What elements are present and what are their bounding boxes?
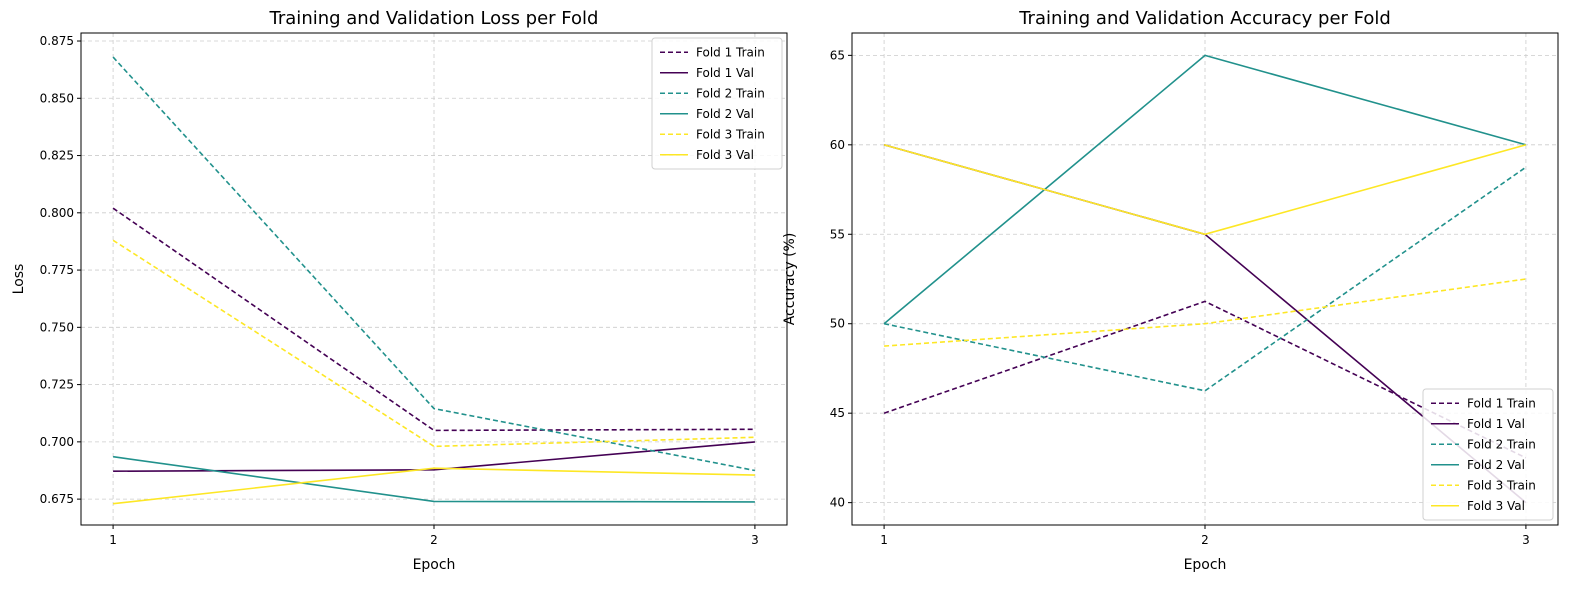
loss-series-fold-2-val-line — [112, 455, 755, 503]
loss-ytick-label: 0.700 — [40, 435, 74, 449]
loss-ytick-label: 0.675 — [40, 492, 74, 506]
loss-chart: Training and Validation Loss per Fold Ep… — [11, 8, 788, 573]
loss-ytick-label: 0.850 — [40, 91, 74, 105]
accuracy-ytick-label: 55 — [830, 227, 845, 241]
loss-legend-label: Fold 2 Val — [696, 107, 754, 121]
loss-ytick-label: 0.875 — [40, 34, 74, 48]
loss-ytick-label: 0.800 — [40, 206, 74, 220]
loss-legend-box — [651, 37, 783, 170]
accuracy-series-fold-3-val-line — [883, 144, 1527, 236]
accuracy-series-fold-1-train-line — [883, 300, 1527, 459]
loss-xtick-label: 2 — [430, 533, 438, 547]
accuracy-series-fold-3-train-line — [884, 278, 1527, 347]
accuracy-ytick-label: 40 — [830, 496, 845, 510]
accuracy-legend-box — [1422, 388, 1554, 521]
accuracy-xtick-label: 1 — [880, 533, 888, 547]
loss-series-fold-1-train-line — [112, 207, 755, 432]
loss-plot-area — [80, 32, 788, 526]
accuracy-legend-label: Fold 2 Train — [1467, 437, 1536, 451]
loss-chart-title: Training and Validation Loss per Fold — [269, 8, 599, 29]
accuracy-legend-label: Fold 1 Train — [1467, 396, 1536, 410]
loss-legend-label: Fold 2 Train — [696, 86, 765, 100]
accuracy-legend-label: Fold 3 Val — [1467, 499, 1525, 513]
accuracy-chart-title: Training and Validation Accuracy per Fol… — [1018, 8, 1391, 29]
loss-legend-label: Fold 1 Train — [696, 45, 765, 59]
loss-series-fold-3-train-line — [112, 239, 755, 448]
loss-legend: Fold 1 Train Fold 1 Val Fold 2 Train Fold 2… — [651, 37, 783, 170]
accuracy-series-fold-2-train-line — [883, 166, 1527, 392]
loss-xtick-label: 1 — [109, 533, 117, 547]
loss-legend-label: Fold 3 Train — [696, 127, 765, 141]
accuracy-chart-ylabel: Accuracy (%) — [782, 233, 798, 326]
loss-ytick-label: 0.750 — [40, 320, 74, 334]
accuracy-plot-area — [851, 32, 1559, 526]
loss-chart-xlabel: Epoch — [413, 557, 456, 573]
accuracy-ytick-label: 65 — [830, 48, 845, 62]
loss-xtick-label: 3 — [751, 533, 759, 547]
accuracy-legend-label: Fold 3 Train — [1467, 478, 1536, 492]
loss-series-fold-1-val-line — [113, 441, 755, 473]
accuracy-ytick-label: 45 — [830, 406, 845, 420]
loss-series-fold-3-val-line — [113, 467, 755, 505]
loss-legend-label: Fold 3 Val — [696, 148, 754, 162]
accuracy-series-fold-2-val-line — [883, 54, 1527, 325]
accuracy-chart-xlabel: Epoch — [1184, 557, 1227, 573]
accuracy-ytick-label: 60 — [830, 138, 845, 152]
accuracy-xtick-label: 2 — [1201, 533, 1209, 547]
accuracy-legend-label: Fold 1 Val — [1467, 417, 1525, 431]
loss-ytick-label: 0.825 — [40, 149, 74, 163]
loss-chart-ylabel: Loss — [11, 264, 27, 295]
loss-ytick-label: 0.725 — [40, 378, 74, 392]
loss-ytick-label: 0.775 — [40, 263, 74, 277]
accuracy-legend: Fold 1 Train Fold 1 Val Fold 2 Train Fold 2… — [1422, 388, 1554, 521]
loss-legend-label: Fold 1 Val — [696, 66, 754, 80]
accuracy-chart: Training and Validation Accuracy per Fol… — [782, 8, 1559, 573]
accuracy-xtick-label: 3 — [1522, 533, 1530, 547]
loss-series-fold-2-train-line — [112, 56, 756, 472]
accuracy-legend-label: Fold 2 Val — [1467, 458, 1525, 472]
accuracy-ytick-label: 50 — [830, 317, 845, 331]
